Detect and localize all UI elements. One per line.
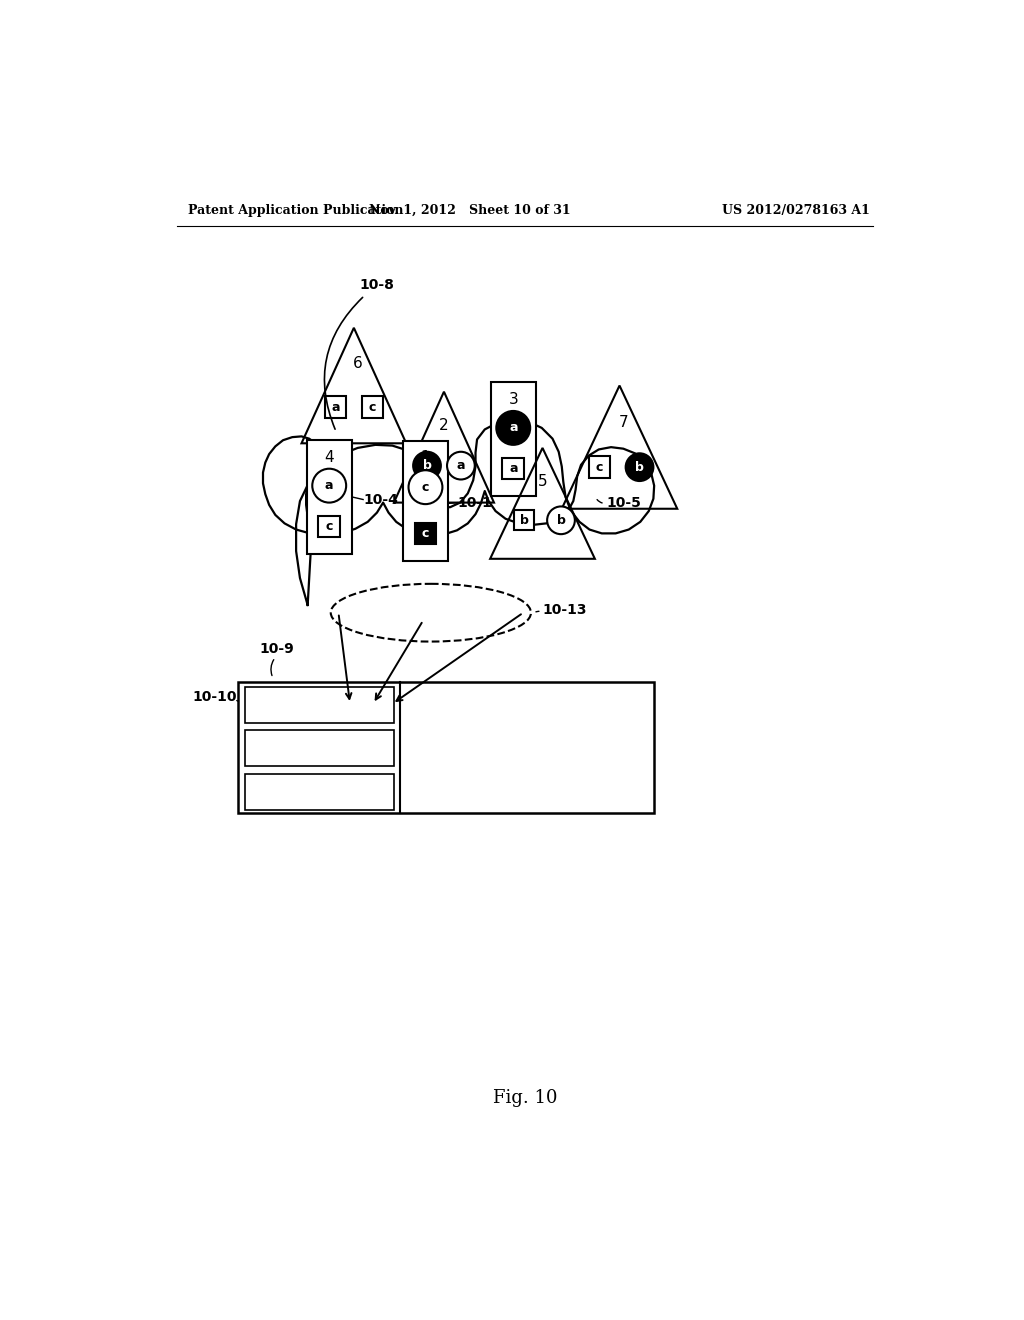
- Bar: [325, 396, 346, 418]
- Circle shape: [312, 469, 346, 503]
- Text: a: a: [509, 462, 517, 475]
- Bar: [245, 730, 394, 766]
- Bar: [245, 774, 394, 809]
- Circle shape: [497, 411, 530, 445]
- Text: a: a: [325, 479, 334, 492]
- Text: 4: 4: [325, 450, 334, 465]
- Circle shape: [409, 470, 442, 504]
- Text: 1: 1: [421, 450, 430, 465]
- Bar: [318, 516, 340, 537]
- Text: a: a: [509, 421, 517, 434]
- Text: c: c: [596, 461, 603, 474]
- Text: 10-5: 10-5: [606, 495, 641, 510]
- Text: 5: 5: [538, 474, 547, 490]
- Text: 10-1: 10-1: [458, 495, 493, 510]
- Text: a: a: [331, 400, 340, 413]
- Bar: [239, 682, 654, 813]
- Bar: [589, 457, 610, 478]
- Text: 10-9: 10-9: [260, 642, 295, 656]
- Bar: [245, 686, 394, 722]
- Text: 6: 6: [353, 356, 362, 371]
- Text: b: b: [635, 461, 644, 474]
- Text: c: c: [422, 480, 429, 494]
- Text: 3: 3: [508, 392, 518, 407]
- Text: 10-8: 10-8: [359, 279, 394, 293]
- Text: c: c: [422, 527, 429, 540]
- Text: 10-10: 10-10: [193, 690, 237, 705]
- Text: Nov. 1, 2012   Sheet 10 of 31: Nov. 1, 2012 Sheet 10 of 31: [369, 205, 570, 218]
- Text: a: a: [457, 459, 465, 473]
- Bar: [361, 396, 383, 418]
- Bar: [403, 441, 447, 561]
- Text: Fig. 10: Fig. 10: [493, 1089, 557, 1106]
- Text: 10-4: 10-4: [364, 492, 398, 507]
- Bar: [307, 441, 351, 554]
- Bar: [415, 523, 436, 544]
- Text: c: c: [326, 520, 333, 533]
- Text: 2: 2: [439, 418, 449, 433]
- Circle shape: [626, 453, 653, 480]
- Bar: [490, 383, 536, 496]
- Circle shape: [447, 451, 475, 479]
- Text: b: b: [423, 459, 431, 473]
- Text: c: c: [369, 400, 376, 413]
- Text: 10-13: 10-13: [543, 603, 587, 616]
- Text: Patent Application Publication: Patent Application Publication: [188, 205, 403, 218]
- Text: b: b: [557, 513, 565, 527]
- Bar: [514, 511, 535, 531]
- Bar: [503, 458, 524, 479]
- Text: 7: 7: [618, 414, 628, 430]
- Circle shape: [547, 507, 574, 535]
- Text: US 2012/0278163 A1: US 2012/0278163 A1: [722, 205, 869, 218]
- Text: b: b: [519, 513, 528, 527]
- Circle shape: [413, 451, 441, 479]
